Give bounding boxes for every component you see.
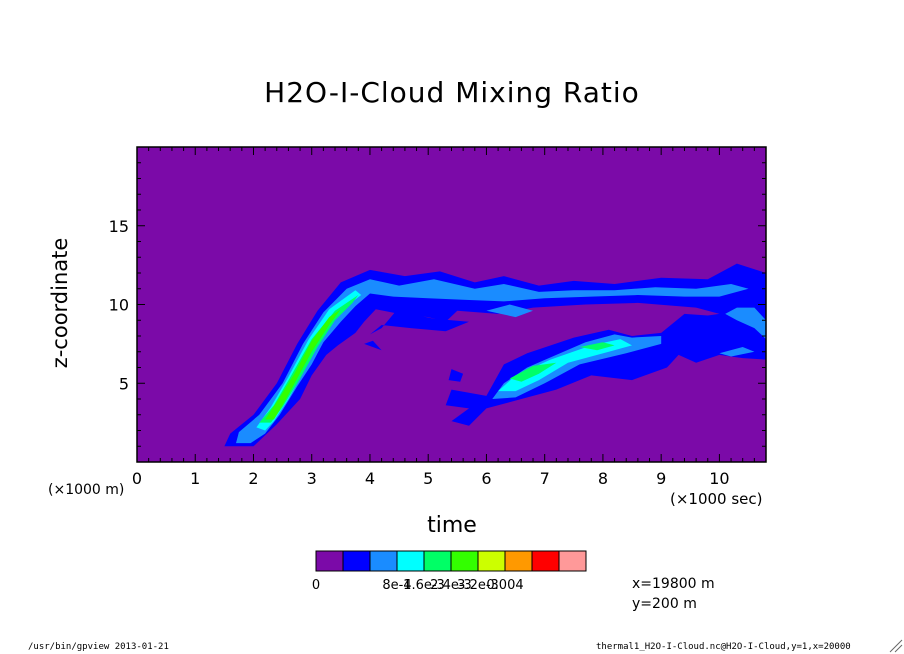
footer-source: thermal1_H2O-I-Cloud.nc@H2O-I-Cloud,y=1,… [596,642,851,652]
x-axis-label: time [427,513,477,538]
colorbar-swatch [423,550,452,572]
colorbar-swatch [342,550,371,572]
y-tick-label: 10 [109,296,129,315]
colorbar-swatch [396,550,425,572]
contour-region-level-1 [448,369,464,382]
slice-info-x: x=19800 m [632,576,715,592]
colorbar-label: 0.004 [486,578,523,593]
y-tick-label: 5 [119,374,129,393]
x-tick-label: 2 [248,469,258,488]
contour-region-level-1 [224,263,766,447]
colorbar-label: 8e-4 [382,578,411,593]
resize-grip [889,639,903,653]
x-tick-label: 5 [423,469,433,488]
contour-region-level-5 [265,309,341,420]
colorbar-swatch [504,550,533,572]
contour-region-level-2 [492,334,662,399]
contour-region-level-2 [725,307,766,340]
x-tick-label: 0 [132,469,142,488]
contour-region-level-3 [498,339,632,392]
colorbar-swatch [558,550,587,572]
contour-region-level-2 [719,347,755,357]
contour-region-level-1 [370,310,469,335]
contour-region-level-4 [509,362,557,382]
x-axis-unit-left: (×1000 m) [48,482,125,498]
slice-info: x=19800 m y=200 m [632,574,715,614]
x-tick-label: 1 [190,469,200,488]
colorbar-label: 0 [312,578,320,593]
colorbar-swatch [477,550,506,572]
colorbar-label: 1.6e-3 [403,578,445,593]
chart-title: H2O-I-Cloud Mixing Ratio [264,76,640,109]
footer-command: /usr/bin/gpview 2013-01-21 [28,642,169,652]
colorbar-label: 3.2e-3 [457,578,499,593]
contour-region-level-1 [364,340,382,351]
colorbar-label: 2.4e-3 [430,578,472,593]
x-tick-label: 10 [709,469,729,488]
colorbar-swatch [531,550,560,572]
y-tick-label: 15 [109,217,129,236]
x-tick-label: 9 [656,469,666,488]
x-tick-label: 3 [307,469,317,488]
slice-info-y: y=200 m [632,596,697,612]
resize-grip [894,644,903,653]
contour-region-level-2 [486,304,533,318]
x-tick-label: 4 [365,469,375,488]
x-tick-label: 7 [540,469,550,488]
x-axis-unit-right: (×1000 sec) [670,490,763,508]
colorbar-swatch [369,550,398,572]
colorbar-swatch [450,550,479,572]
x-tick-label: 6 [481,469,491,488]
contour-region-level-4 [579,342,615,351]
x-tick-label: 8 [598,469,608,488]
colorbar-swatch [315,550,344,572]
contour-region-level-2 [236,279,749,444]
